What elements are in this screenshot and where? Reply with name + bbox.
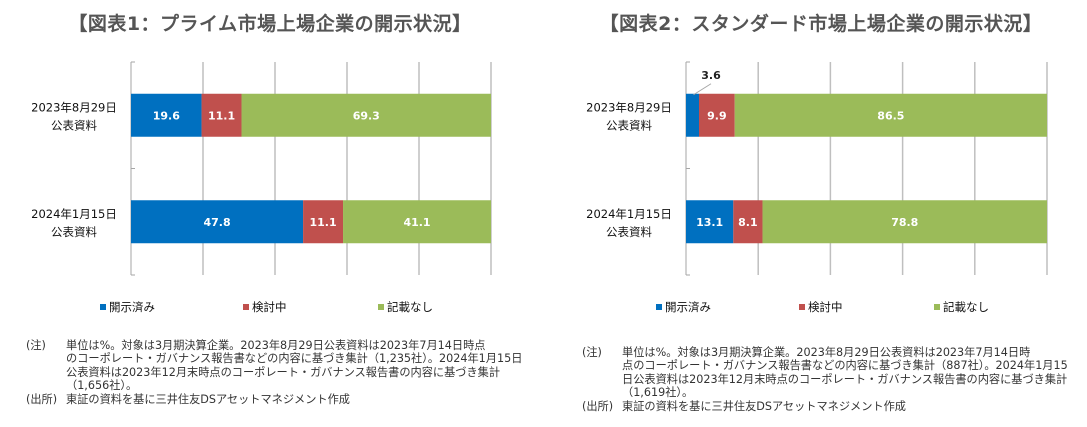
stacked-bar-chart-standard: 2023年8月29日公表資料 3.6 9.9 86.5 2024年1月15日公表資料 13… xyxy=(586,61,1048,276)
legend-item: 記載なし xyxy=(934,299,989,315)
stacked-bar-chart-prime: 2023年8月29日公表資料 19.6 11.1 69.3 2024年1月15日公表資料… xyxy=(31,61,492,276)
category-label: 2024年1月15日公表資料 xyxy=(586,207,672,239)
data-label: 47.8 xyxy=(203,216,230,229)
bar-segment-開示済み xyxy=(686,200,734,244)
legend-item: 検討中 xyxy=(799,299,843,315)
note-row: (注) 単位は%。対象は3月期決算企業。2023年8月29日公表資料は2023年7… xyxy=(582,346,1087,400)
data-label: 11.1 xyxy=(309,216,336,229)
note-text: 単位は%。対象は3月期決算企業。2023年8月29日公表資料は2023年7月14… xyxy=(622,346,1087,400)
source-text: 東証の資料を基に三井住友DSアセットマネジメント作成 xyxy=(622,399,906,413)
chart-title: 【図表2：スタンダード市場上場企業の開示状況】 xyxy=(599,13,1043,35)
legend-label: 検討中 xyxy=(252,300,287,314)
bar-segment-記載なし xyxy=(762,200,1047,244)
note-line: 公表資料は2023年12月末時点のコーポレート・ガバナンス報告書の内容に基づき集… xyxy=(66,365,501,379)
bar-segment-記載なし xyxy=(343,200,491,244)
legend-item: 検討中 xyxy=(243,299,287,315)
legend-item: 開示済み xyxy=(656,299,711,315)
data-label: 13.1 xyxy=(696,216,723,229)
note-key: (注) xyxy=(582,346,602,359)
source-row: (出所) 東証の資料を基に三井住友DSアセットマネジメント作成 xyxy=(26,393,536,406)
note-line: 単位は%。対象は3月期決算企業。2023年8月29日公表資料は2023年7月14… xyxy=(66,339,486,352)
data-label-callout: 3.6 xyxy=(701,69,721,82)
bar-segment-開示済み xyxy=(131,200,304,244)
bar-segment-検討中 xyxy=(303,200,344,244)
data-label: 86.5 xyxy=(877,109,904,122)
legend-label: 開示済み xyxy=(109,300,155,314)
bar-segment-記載なし xyxy=(241,93,491,137)
note-line: （1,656社）。 xyxy=(66,379,138,393)
callout-leader-line xyxy=(693,83,712,96)
bar-segment-検討中 xyxy=(698,93,735,137)
note-row: (注) 単位は%。対象は3月期決算企業。2023年8月29日公表資料は2023年7… xyxy=(26,339,536,393)
data-label: 11.1 xyxy=(208,109,235,122)
note-line: 単位は%。対象は3月期決算企業。2023年8月29日公表資料は2023年7月14… xyxy=(622,346,1031,359)
legend-label: 記載なし xyxy=(387,300,433,314)
source-key: (出所) xyxy=(582,399,614,413)
note-text: 単位は%。対象は3月期決算企業。2023年8月29日公表資料は2023年7月14… xyxy=(66,339,536,393)
chart-notes: (注) 単位は%。対象は3月期決算企業。2023年8月29日公表資料は2023年7… xyxy=(582,346,1087,413)
bar-segment-記載なし xyxy=(734,93,1047,137)
bar-segment-開示済み xyxy=(686,93,699,137)
source-key: (出所) xyxy=(26,392,58,406)
note-line: 点のコーポレート・ガバナンス報告書などの内容に基づき集計（887社）。2024年… xyxy=(622,359,1068,373)
legend-swatch-icon xyxy=(243,304,249,310)
source-row: (出所) 東証の資料を基に三井住友DSアセットマネジメント作成 xyxy=(582,400,1087,413)
legend-item: 開示済み xyxy=(100,299,155,315)
bar-segment-検討中 xyxy=(733,200,763,244)
category-label: 2023年8月29日公表資料 xyxy=(31,100,117,132)
legend-label: 検討中 xyxy=(808,300,843,314)
legend-swatch-icon xyxy=(656,304,662,310)
category-label: 2023年8月29日公表資料 xyxy=(586,100,672,132)
data-label: 41.1 xyxy=(403,216,430,229)
chart-panel-standard: 【図表2：スタンダード市場上場企業の開示状況】 2023年8月29日公表資料 3.… xyxy=(555,0,1087,427)
legend-swatch-icon xyxy=(378,304,384,310)
legend-label: 開示済み xyxy=(665,300,711,314)
chart-notes: (注) 単位は%。対象は3月期決算企業。2023年8月29日公表資料は2023年7… xyxy=(26,339,536,406)
chart-panel-prime: 【図表1：プライム市場上場企業の開示状況】 2023年8月29日公表資料 19.6… xyxy=(0,0,540,427)
data-label: 19.6 xyxy=(153,109,180,122)
bar-segment-開示済み xyxy=(131,93,202,137)
legend-label: 記載なし xyxy=(943,300,989,314)
note-line: のコーポレート・ガバナンス報告書などの内容に基づき集計（1,235社）。2024… xyxy=(66,352,523,366)
note-line: 日公表資料は2023年12月末時点のコーポレート・ガバナンス報告書の内容に基づき… xyxy=(622,372,1068,386)
legend-swatch-icon xyxy=(799,304,805,310)
legend-item: 記載なし xyxy=(378,299,433,315)
legend-swatch-icon xyxy=(100,304,106,310)
note-key: (注) xyxy=(26,339,46,352)
chart-title: 【図表1：プライム市場上場企業の開示状況】 xyxy=(68,13,472,35)
data-label: 78.8 xyxy=(891,216,918,229)
data-label: 69.3 xyxy=(353,109,380,122)
category-label: 2024年1月15日公表資料 xyxy=(31,207,117,239)
source-text: 東証の資料を基に三井住友DSアセットマネジメント作成 xyxy=(66,392,350,406)
note-line: （1,619社）。 xyxy=(622,386,694,400)
data-label: 9.9 xyxy=(707,109,727,122)
bar-segment-検討中 xyxy=(201,93,242,137)
legend-swatch-icon xyxy=(934,304,940,310)
data-label: 8.1 xyxy=(738,216,758,229)
